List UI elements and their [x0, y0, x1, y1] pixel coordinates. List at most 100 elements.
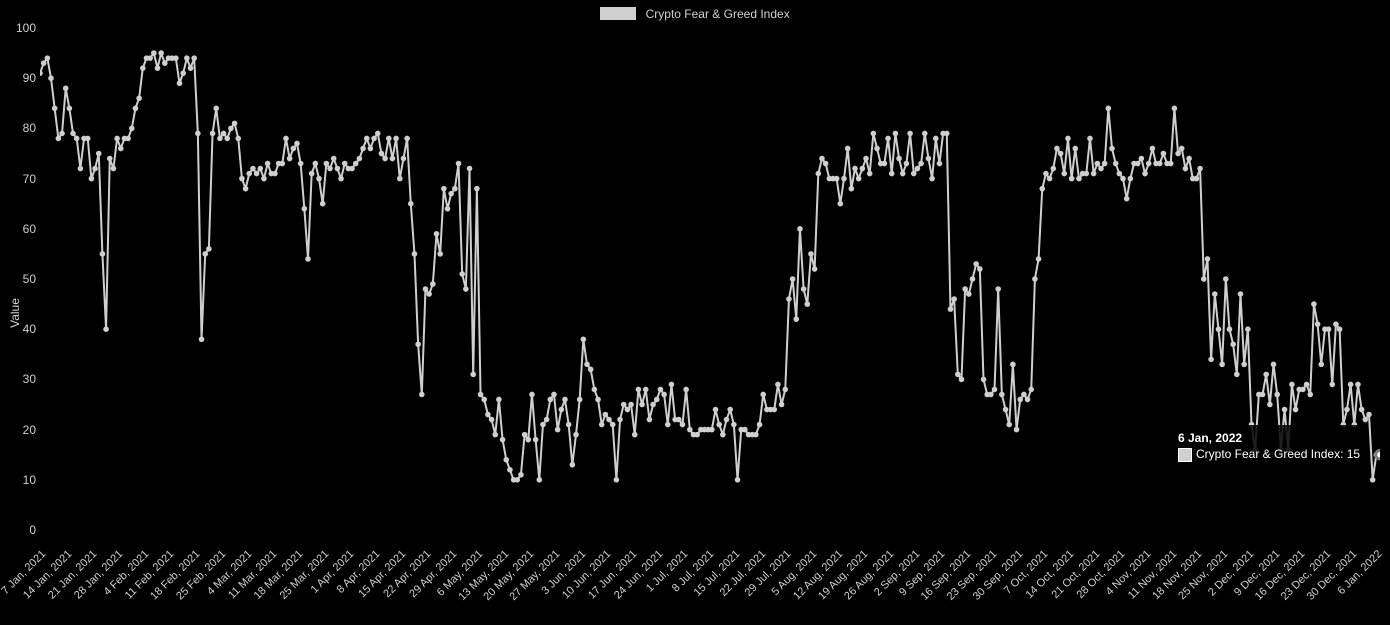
- data-point[interactable]: [114, 136, 120, 142]
- data-point[interactable]: [434, 231, 440, 237]
- data-point[interactable]: [614, 477, 620, 483]
- data-point[interactable]: [625, 407, 631, 413]
- data-point[interactable]: [1340, 422, 1346, 428]
- data-point[interactable]: [915, 166, 921, 172]
- data-point[interactable]: [96, 151, 102, 157]
- data-point[interactable]: [871, 131, 877, 137]
- data-point[interactable]: [1359, 407, 1365, 413]
- data-point[interactable]: [790, 276, 796, 282]
- data-point[interactable]: [559, 407, 565, 413]
- data-point[interactable]: [1065, 136, 1071, 142]
- data-point[interactable]: [393, 136, 399, 142]
- data-point[interactable]: [1039, 186, 1045, 192]
- data-point[interactable]: [364, 136, 370, 142]
- data-point[interactable]: [922, 131, 928, 137]
- data-point[interactable]: [713, 407, 719, 413]
- data-point[interactable]: [1252, 447, 1258, 453]
- data-point[interactable]: [514, 477, 520, 483]
- data-point[interactable]: [1142, 171, 1148, 177]
- data-point[interactable]: [720, 432, 726, 438]
- data-point[interactable]: [988, 392, 994, 398]
- data-point[interactable]: [680, 422, 686, 428]
- data-point[interactable]: [1278, 447, 1284, 453]
- data-point[interactable]: [67, 106, 73, 112]
- data-point[interactable]: [1021, 392, 1027, 398]
- data-point[interactable]: [375, 131, 381, 137]
- data-point[interactable]: [632, 432, 638, 438]
- data-point[interactable]: [357, 156, 363, 162]
- data-point[interactable]: [816, 171, 822, 177]
- data-point[interactable]: [1370, 477, 1376, 483]
- data-point[interactable]: [1072, 146, 1078, 152]
- data-point[interactable]: [643, 387, 649, 393]
- data-point[interactable]: [1293, 407, 1299, 413]
- data-point[interactable]: [89, 176, 95, 182]
- data-point[interactable]: [959, 377, 965, 383]
- data-point[interactable]: [577, 397, 583, 403]
- data-point[interactable]: [893, 131, 899, 137]
- data-point[interactable]: [474, 186, 480, 192]
- data-point[interactable]: [426, 291, 432, 297]
- data-point[interactable]: [191, 55, 197, 61]
- data-point[interactable]: [716, 422, 722, 428]
- data-point[interactable]: [423, 286, 429, 292]
- data-point[interactable]: [570, 462, 576, 468]
- data-point[interactable]: [1285, 447, 1291, 453]
- data-point[interactable]: [129, 126, 135, 132]
- data-point[interactable]: [294, 141, 300, 147]
- data-point[interactable]: [408, 201, 414, 207]
- data-point[interactable]: [147, 55, 153, 61]
- data-point[interactable]: [665, 422, 671, 428]
- data-point[interactable]: [382, 156, 388, 162]
- data-point[interactable]: [617, 417, 623, 423]
- data-point[interactable]: [621, 402, 627, 408]
- data-point[interactable]: [48, 75, 54, 81]
- data-point[interactable]: [107, 156, 113, 162]
- data-point[interactable]: [1337, 326, 1343, 332]
- data-point[interactable]: [863, 156, 869, 162]
- data-point[interactable]: [1095, 161, 1101, 167]
- data-point[interactable]: [1087, 136, 1093, 142]
- data-point[interactable]: [926, 156, 932, 162]
- data-point[interactable]: [911, 171, 917, 177]
- data-point[interactable]: [845, 146, 851, 152]
- data-point[interactable]: [838, 201, 844, 207]
- data-point[interactable]: [566, 422, 572, 428]
- data-point[interactable]: [1113, 161, 1119, 167]
- data-point[interactable]: [459, 271, 465, 277]
- data-point[interactable]: [760, 392, 766, 398]
- data-point[interactable]: [918, 161, 924, 167]
- data-point[interactable]: [1120, 176, 1126, 182]
- data-point[interactable]: [1230, 341, 1236, 347]
- data-point[interactable]: [1172, 106, 1178, 112]
- data-point[interactable]: [1249, 422, 1255, 428]
- data-point[interactable]: [562, 397, 568, 403]
- data-point[interactable]: [606, 417, 612, 423]
- data-point[interactable]: [757, 422, 763, 428]
- data-point[interactable]: [1098, 166, 1104, 172]
- data-point[interactable]: [412, 251, 418, 257]
- data-point[interactable]: [1006, 422, 1012, 428]
- data-point[interactable]: [63, 85, 69, 91]
- data-point[interactable]: [1219, 362, 1225, 368]
- data-point[interactable]: [658, 387, 664, 393]
- data-point[interactable]: [492, 432, 498, 438]
- data-point[interactable]: [1234, 372, 1240, 378]
- data-point[interactable]: [1227, 326, 1233, 332]
- data-point[interactable]: [368, 146, 374, 152]
- data-point[interactable]: [529, 392, 535, 398]
- data-point[interactable]: [1271, 362, 1277, 368]
- data-point[interactable]: [654, 397, 660, 403]
- data-point[interactable]: [1267, 402, 1273, 408]
- data-point[interactable]: [1344, 407, 1350, 413]
- data-point[interactable]: [1274, 392, 1280, 398]
- data-point[interactable]: [210, 131, 216, 137]
- data-point[interactable]: [852, 166, 858, 172]
- data-point[interactable]: [467, 166, 473, 172]
- data-point[interactable]: [522, 432, 528, 438]
- data-point[interactable]: [456, 161, 462, 167]
- data-point[interactable]: [1168, 161, 1174, 167]
- data-point[interactable]: [125, 136, 131, 142]
- data-point[interactable]: [808, 251, 814, 257]
- data-point[interactable]: [188, 65, 194, 71]
